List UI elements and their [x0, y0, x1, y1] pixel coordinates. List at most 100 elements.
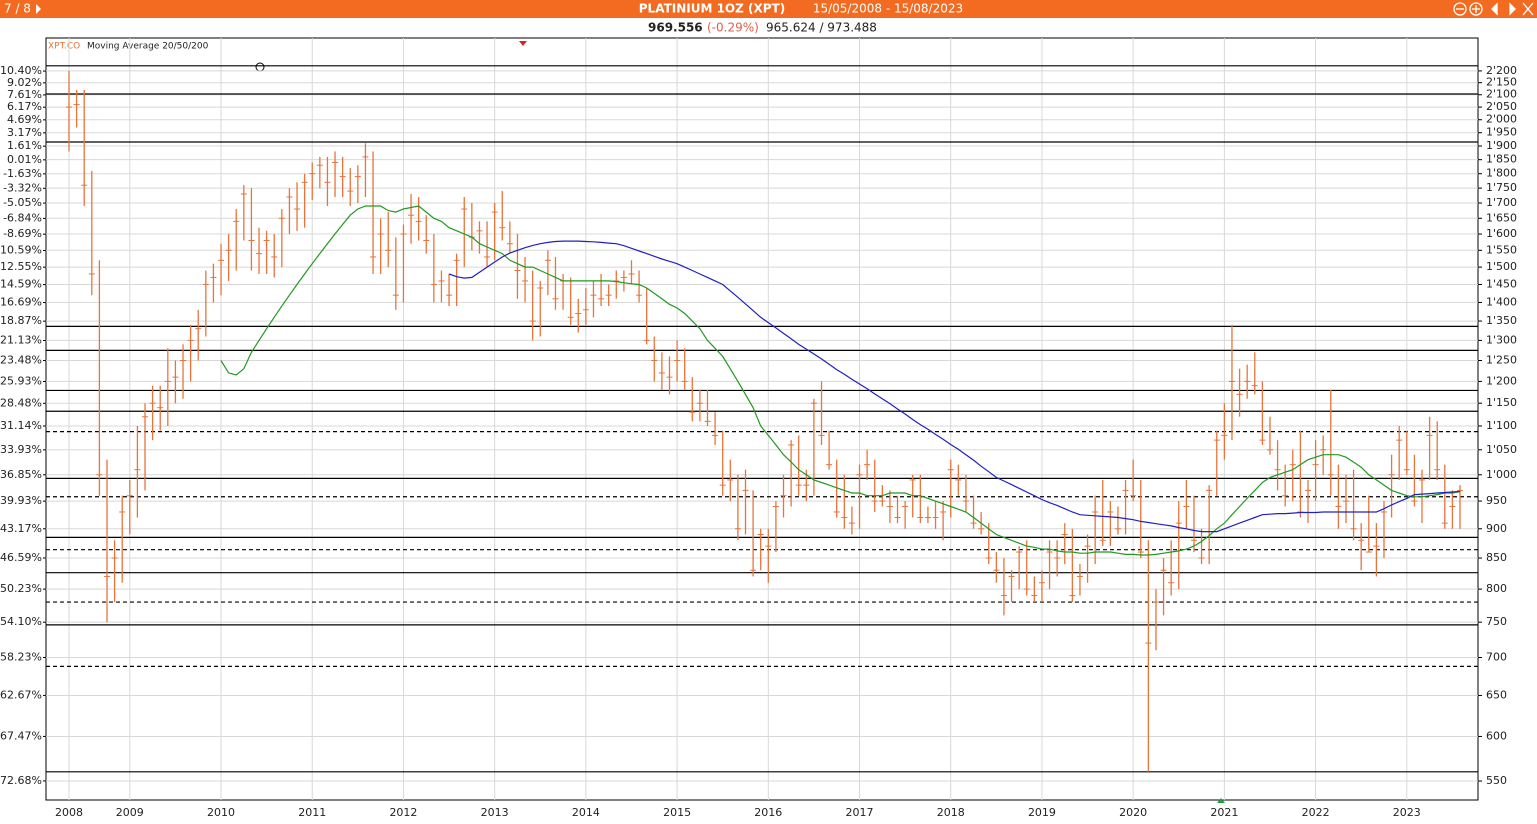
y-tick-label: 1'550 [1486, 243, 1517, 256]
y2-tick-label: 0.01% [7, 153, 42, 166]
moving-average-line [220, 205, 1461, 556]
y2-tick-label: 46.59% [0, 551, 42, 564]
y-tick-label: 850 [1486, 551, 1507, 564]
y-tick-label: 700 [1486, 650, 1507, 663]
x-tick-label: 2017 [846, 806, 874, 819]
y-tick-label: 2'150 [1486, 76, 1517, 89]
y2-tick-label: 18.87% [0, 314, 42, 327]
x-tick-label: 2020 [1119, 806, 1147, 819]
y2-tick-label: 10.59% [0, 243, 42, 256]
x-tick-label: 2009 [116, 806, 144, 819]
y2-tick-label: 21.13% [0, 333, 42, 346]
y-tick-label: 1'750 [1486, 181, 1517, 194]
y-tick-label: 550 [1486, 774, 1507, 787]
y-tick-label: 1'900 [1486, 139, 1517, 152]
y2-tick-label: 16.69% [0, 296, 42, 309]
y2-tick-label: 9.02% [7, 76, 42, 89]
y2-tick-label: 58.23% [0, 650, 42, 663]
y2-tick-label: -5.05% [3, 196, 42, 209]
y2-tick-label: 62.67% [0, 688, 42, 701]
y2-tick-label: 6.17% [7, 100, 42, 113]
x-tick-label: 2008 [55, 806, 83, 819]
y-tick-label: 1'050 [1486, 443, 1517, 456]
y-tick-label: 800 [1486, 582, 1507, 595]
next-button[interactable] [1509, 2, 1516, 16]
x-tick-label: 2022 [1302, 806, 1330, 819]
x-tick-label: 2010 [207, 806, 235, 819]
marker-circle [255, 62, 265, 72]
y2-tick-label: 54.10% [0, 615, 42, 628]
y-tick-label: 1'450 [1486, 277, 1517, 290]
x-tick-label: 2016 [754, 806, 782, 819]
y2-tick-label: 7.61% [7, 88, 42, 101]
y-tick-label: 1'800 [1486, 167, 1517, 180]
y2-tick-label: 39.93% [0, 494, 42, 507]
y2-tick-label: -1.63% [3, 167, 42, 180]
marker-down [519, 41, 527, 46]
y-tick-label: 2'050 [1486, 100, 1517, 113]
y-tick-label: 2'100 [1486, 88, 1517, 101]
price-change: (-0.29%) [707, 21, 759, 35]
moving-average-line [448, 240, 1461, 533]
close-button[interactable] [1522, 2, 1534, 16]
x-tick-label: 2012 [389, 806, 417, 819]
y2-tick-label: 72.68% [0, 774, 42, 787]
y2-tick-label: 10.40% [0, 64, 42, 77]
y-tick-label: 1'600 [1486, 227, 1517, 240]
y2-tick-label: 50.23% [0, 582, 42, 595]
y2-tick-label: 4.69% [7, 113, 42, 126]
date-range: 15/05/2008 - 15/08/2023 [813, 2, 963, 16]
x-tick-label: 2018 [937, 806, 965, 819]
x-tick-label: 2019 [1028, 806, 1056, 819]
x-tick-label: 2015 [663, 806, 691, 819]
y2-tick-label: 67.47% [0, 729, 42, 742]
x-tick-label: 2023 [1393, 806, 1421, 819]
plot-frame [45, 37, 1479, 801]
y2-tick-label: 36.85% [0, 468, 42, 481]
y-tick-label: 1'400 [1486, 295, 1517, 308]
y-tick-label: 1'350 [1486, 314, 1517, 327]
legend-text: Moving Average 20/50/200 [87, 42, 209, 52]
y2-tick-label: 12.55% [0, 260, 42, 273]
y2-tick-label: 33.93% [0, 443, 42, 456]
y2-tick-label: -6.84% [3, 211, 42, 224]
page-indicator: 7 / 8 [4, 2, 31, 16]
y-tick-label: 1'300 [1486, 333, 1517, 346]
x-tick-label: 2011 [298, 806, 326, 819]
y-tick-label: 2'000 [1486, 113, 1517, 126]
title-bar [0, 0, 1537, 18]
y2-tick-label: 28.48% [0, 396, 42, 409]
y-tick-label: 1'000 [1486, 468, 1517, 481]
y-tick-label: 900 [1486, 522, 1507, 535]
y-tick-label: 750 [1486, 615, 1507, 628]
marker-up [1217, 798, 1225, 803]
y2-tick-label: 43.17% [0, 522, 42, 535]
y2-tick-label: 3.17% [7, 126, 42, 139]
next-arrow[interactable] [36, 4, 41, 14]
x-tick-label: 2013 [481, 806, 509, 819]
y-tick-label: 1'500 [1486, 260, 1517, 273]
y-tick-label: 1'850 [1486, 153, 1517, 166]
y-tick-label: 1'650 [1486, 211, 1517, 224]
legend-symbol: XPT.CO [48, 42, 80, 52]
instrument-title: PLATINIUM 1OZ (XPT) [639, 2, 785, 16]
y-tick-label: 950 [1486, 494, 1507, 507]
y-tick-label: 1'150 [1486, 396, 1517, 409]
y-tick-label: 1'200 [1486, 374, 1517, 387]
zoom-in[interactable] [1469, 2, 1483, 16]
zoom-out[interactable] [1453, 2, 1467, 16]
y2-tick-label: 25.93% [0, 374, 42, 387]
y-tick-label: 1'250 [1486, 353, 1517, 366]
y2-tick-label: 23.48% [0, 354, 42, 367]
y-tick-label: 600 [1486, 729, 1507, 742]
y-tick-label: 1'700 [1486, 196, 1517, 209]
window-controls [1453, 2, 1534, 16]
x-tick-label: 2021 [1210, 806, 1238, 819]
y2-tick-label: -8.69% [3, 227, 42, 240]
prev-button[interactable] [1491, 2, 1498, 16]
price-range: 965.624 / 973.488 [766, 21, 877, 35]
y2-tick-label: 14.59% [0, 278, 42, 291]
y2-tick-label: 31.14% [0, 419, 42, 432]
